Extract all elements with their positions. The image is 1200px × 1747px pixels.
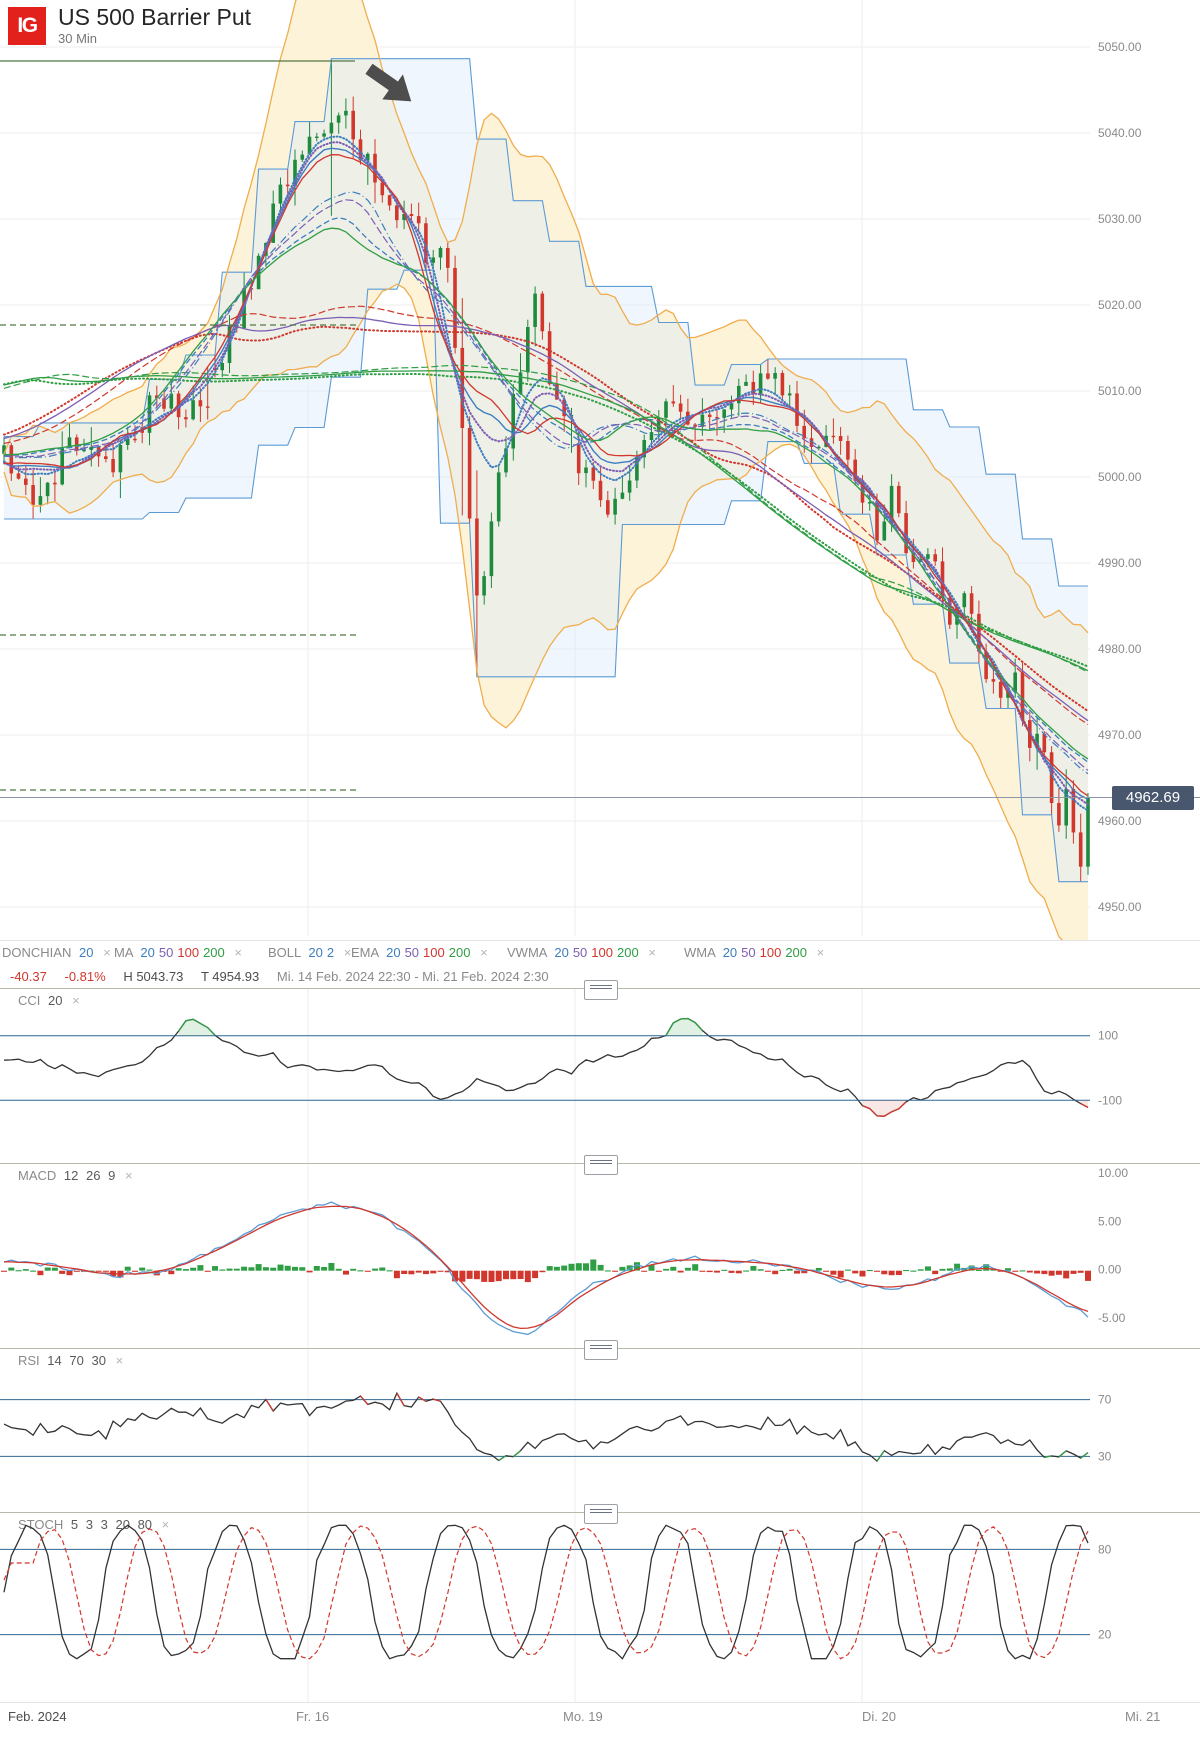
svg-text:4980.00: 4980.00 bbox=[1098, 642, 1142, 656]
svg-text:5000.00: 5000.00 bbox=[1098, 470, 1142, 484]
svg-text:4960.00: 4960.00 bbox=[1098, 814, 1142, 828]
svg-text:-5.00: -5.00 bbox=[1098, 1311, 1126, 1325]
svg-text:4990.00: 4990.00 bbox=[1098, 556, 1142, 570]
svg-text:5040.00: 5040.00 bbox=[1098, 126, 1142, 140]
svg-text:4970.00: 4970.00 bbox=[1098, 728, 1142, 742]
svg-text:70: 70 bbox=[1098, 1393, 1112, 1407]
svg-text:5030.00: 5030.00 bbox=[1098, 212, 1142, 226]
svg-text:5050.00: 5050.00 bbox=[1098, 40, 1142, 54]
svg-text:0.00: 0.00 bbox=[1098, 1263, 1122, 1277]
svg-text:30: 30 bbox=[1098, 1449, 1112, 1463]
svg-text:5.00: 5.00 bbox=[1098, 1214, 1122, 1228]
svg-text:100: 100 bbox=[1098, 1029, 1118, 1043]
svg-text:20: 20 bbox=[1098, 1628, 1112, 1642]
svg-text:10.00: 10.00 bbox=[1098, 1166, 1128, 1180]
svg-text:-100: -100 bbox=[1098, 1093, 1122, 1107]
svg-text:5010.00: 5010.00 bbox=[1098, 384, 1142, 398]
svg-text:80: 80 bbox=[1098, 1542, 1112, 1556]
svg-text:4950.00: 4950.00 bbox=[1098, 900, 1142, 914]
svg-text:5020.00: 5020.00 bbox=[1098, 298, 1142, 312]
